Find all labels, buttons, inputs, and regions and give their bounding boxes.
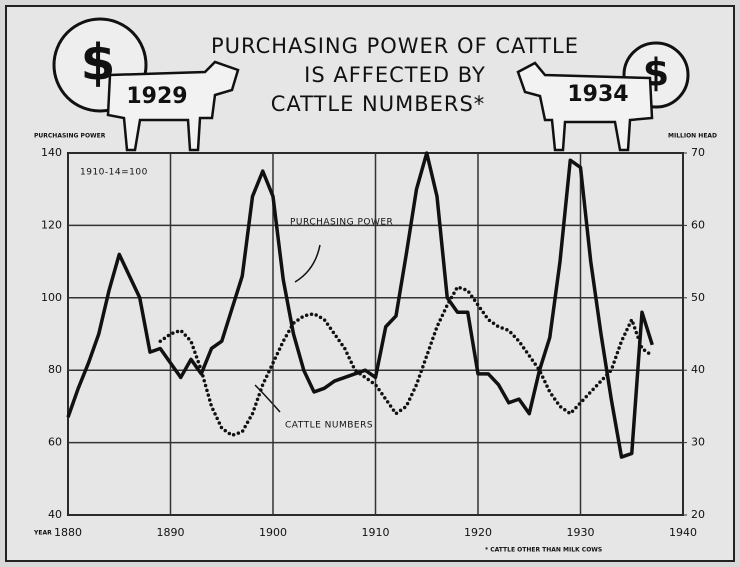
y2-tick-label: 60 — [691, 218, 705, 231]
y2-tick-label: 50 — [691, 291, 705, 304]
x-tick-label: 1880 — [54, 526, 82, 539]
x-tick-label: 1930 — [567, 526, 595, 539]
series-label: CATTLE NUMBERS — [285, 421, 373, 431]
x-tick-label: 1890 — [157, 526, 185, 539]
index-note: 1910-14=100 — [80, 168, 148, 178]
y2-axis-label: MILLION HEAD — [668, 133, 717, 140]
series-label: PURCHASING POWER — [290, 218, 393, 228]
title-line: CATTLE NUMBERS* — [271, 92, 486, 116]
footnote: * CATTLE OTHER THAN MILK COWS — [485, 547, 602, 554]
badge: 1929 — [126, 84, 187, 109]
y2-tick-label: 40 — [691, 363, 705, 376]
x-tick-label: 1940 — [669, 526, 697, 539]
y-axis-label: PURCHASING POWER — [34, 133, 106, 140]
pointer — [294, 244, 321, 283]
title-line: PURCHASING POWER OF CATTLE — [211, 34, 579, 58]
title-line: IS AFFECTED BY — [304, 63, 486, 87]
x-axis-label: YEAR — [33, 530, 52, 537]
cow-left — [106, 60, 240, 152]
y2-tick-label: 30 — [691, 436, 705, 449]
cow-right — [516, 61, 654, 152]
badge: 1934 — [567, 82, 628, 107]
y-tick-label: 140 — [41, 146, 62, 159]
y-tick-label: 60 — [48, 436, 62, 449]
y-tick-label: 80 — [48, 363, 62, 376]
y2-tick-label: 70 — [691, 146, 705, 159]
y-tick-label: 40 — [48, 508, 62, 521]
pointer — [254, 384, 281, 413]
y-tick-label: 100 — [41, 291, 62, 304]
y2-tick-label: 20 — [691, 508, 705, 521]
x-tick-label: 1920 — [464, 526, 492, 539]
x-tick-label: 1900 — [259, 526, 287, 539]
series-line — [66, 151, 654, 459]
y-tick-label: 120 — [41, 218, 62, 231]
x-tick-label: 1910 — [362, 526, 390, 539]
series-line — [158, 285, 654, 438]
